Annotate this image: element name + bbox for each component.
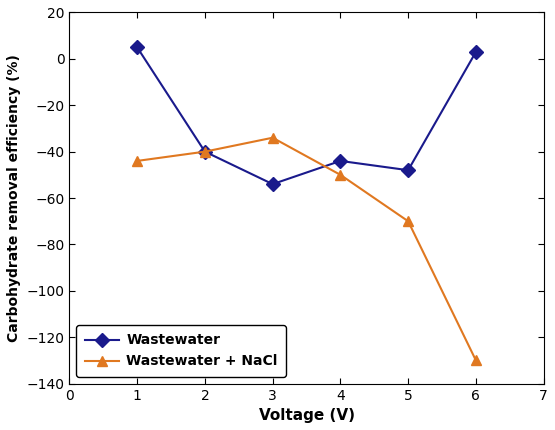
Wastewater + NaCl [201, 149, 208, 154]
Line: Wastewater + NaCl: Wastewater + NaCl [132, 133, 481, 366]
Wastewater + NaCl [269, 135, 276, 140]
X-axis label: Voltage (V): Voltage (V) [259, 408, 355, 423]
Line: Wastewater: Wastewater [132, 43, 481, 189]
Wastewater [269, 181, 276, 187]
Wastewater [337, 158, 344, 163]
Wastewater [201, 149, 208, 154]
Wastewater [405, 168, 411, 173]
Wastewater [134, 45, 140, 50]
Wastewater + NaCl [473, 358, 480, 363]
Wastewater [473, 49, 480, 55]
Wastewater + NaCl [405, 219, 411, 224]
Wastewater + NaCl [337, 172, 344, 178]
Legend: Wastewater, Wastewater + NaCl: Wastewater, Wastewater + NaCl [76, 325, 286, 377]
Y-axis label: Carbohydrate removal efficiency (%): Carbohydrate removal efficiency (%) [7, 54, 21, 342]
Wastewater + NaCl [134, 158, 140, 163]
